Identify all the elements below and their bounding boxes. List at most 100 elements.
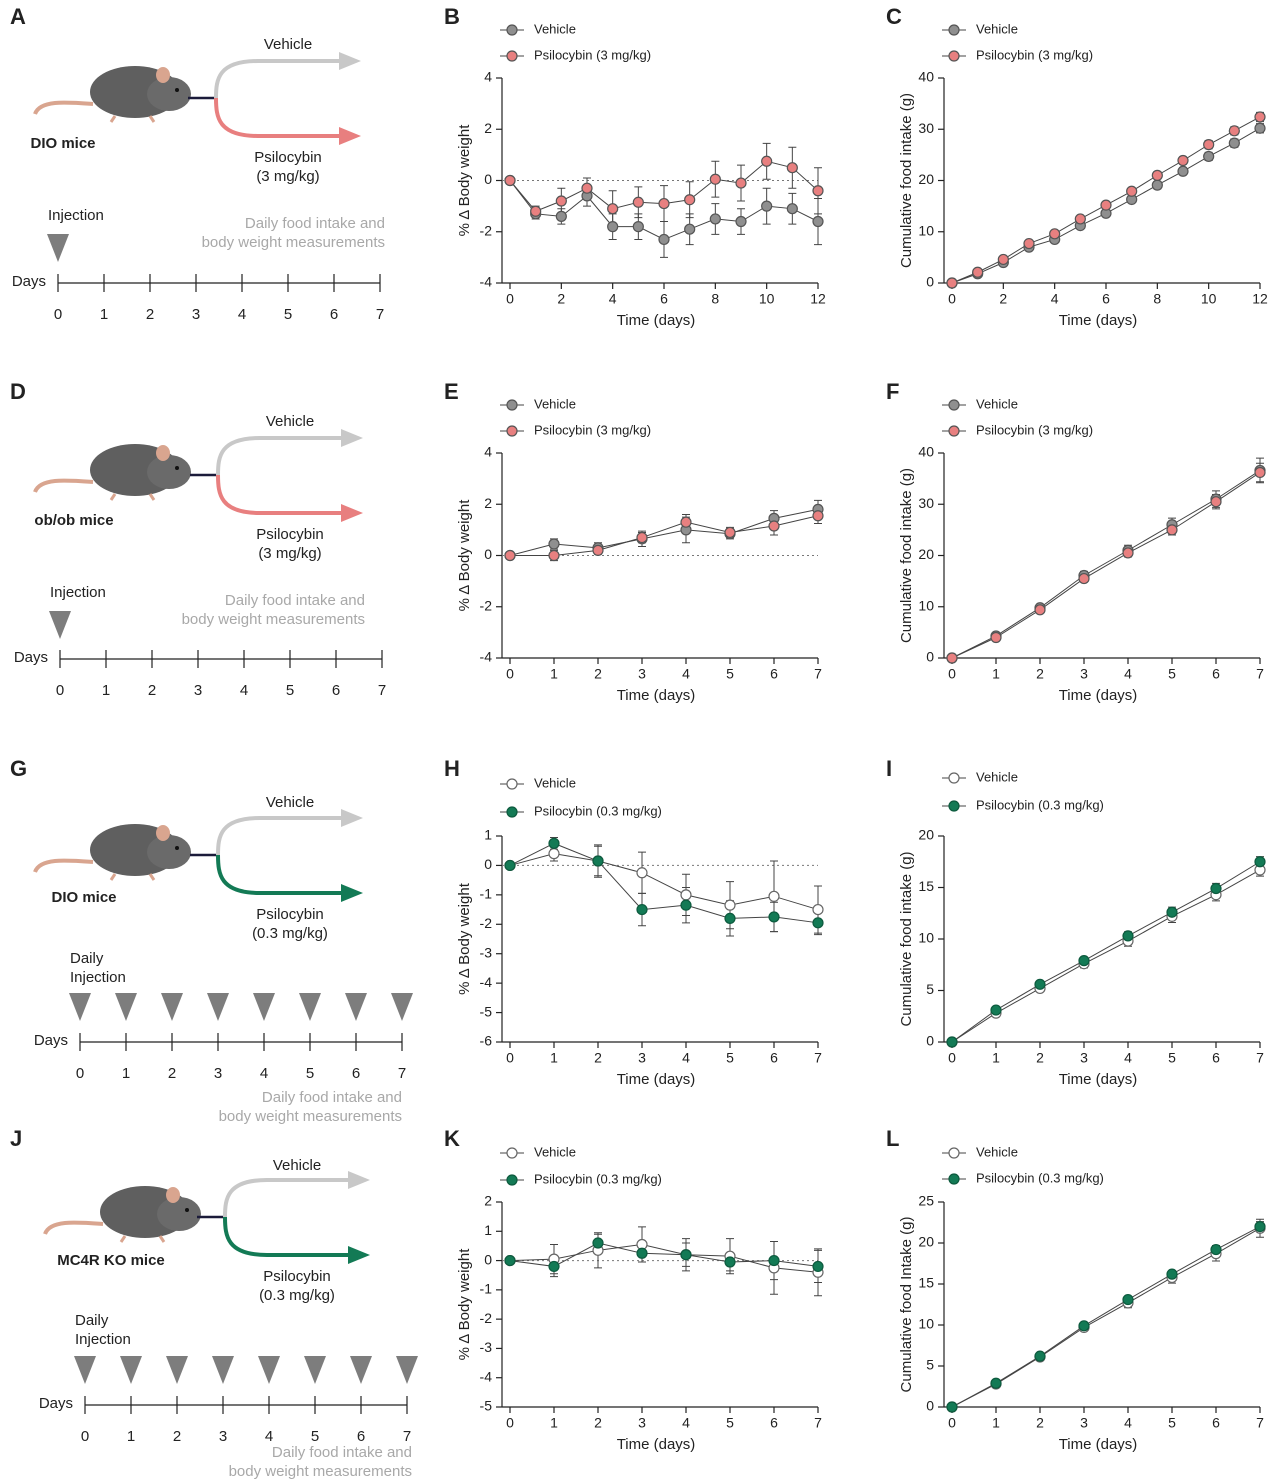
series-line	[509, 853, 819, 911]
arrow-head	[339, 127, 361, 145]
data-point	[1177, 154, 1189, 167]
data-point	[724, 912, 736, 925]
arrow-head	[339, 52, 361, 70]
day-label: 0	[76, 1065, 84, 1082]
day-label: 5	[311, 1428, 319, 1445]
data-point	[812, 903, 824, 916]
legend-label: Psilocybin (3 mg/kg)	[534, 422, 651, 437]
y-axis-label: % Δ Body weight	[456, 882, 473, 995]
y-tick-label: -2	[480, 222, 493, 238]
y-tick-label: 20	[918, 171, 934, 187]
data-point	[680, 899, 692, 911]
legend-label: Vehicle	[534, 396, 576, 411]
x-axis-label: Time (days)	[1059, 687, 1138, 704]
arrow-head	[341, 504, 363, 522]
data-point	[504, 1254, 516, 1267]
series-line	[951, 470, 1261, 659]
data-point	[812, 215, 824, 228]
data-point	[548, 837, 560, 849]
data-point	[1078, 572, 1090, 585]
panel-letter: I	[886, 756, 892, 781]
x-tick-label: 0	[948, 291, 956, 307]
data-point	[768, 911, 780, 923]
x-tick-label: 7	[814, 666, 822, 682]
x-tick-label: 6	[1212, 1415, 1220, 1431]
data-point	[946, 652, 958, 664]
day-label: 6	[357, 1428, 365, 1445]
x-tick-label: 0	[506, 666, 514, 682]
data-point	[1254, 856, 1266, 868]
data-point	[761, 155, 773, 167]
legend-label: Psilocybin (0.3 mg/kg)	[534, 1171, 662, 1186]
y-tick-label: -2	[480, 597, 493, 613]
y-tick-label: 0	[484, 1251, 492, 1267]
x-tick-label: 3	[1080, 666, 1088, 682]
day-label: 4	[240, 682, 248, 699]
treatment-label: Psilocybin	[263, 1268, 331, 1285]
data-point	[768, 1254, 780, 1267]
arrow-arm	[216, 474, 345, 515]
panel-letter: B	[444, 4, 460, 29]
day-label: 0	[81, 1428, 89, 1445]
y-tick-label: 0	[484, 546, 492, 562]
x-tick-label: 1	[550, 1415, 558, 1431]
x-axis-label: Time (days)	[617, 312, 696, 329]
y-tick-label: -5	[480, 1003, 493, 1019]
mouse-feet	[109, 493, 156, 501]
arrow-head	[341, 809, 363, 827]
y-tick-label: -4	[480, 1368, 493, 1384]
legend-marker	[506, 50, 518, 62]
x-axis-label: Time (days)	[1059, 1071, 1138, 1088]
y-tick-label: 10	[918, 930, 934, 946]
measurement-note: body weight measurements	[202, 234, 385, 251]
day-label: 4	[260, 1065, 268, 1082]
injection-marker	[350, 1356, 372, 1384]
x-tick-label: 2	[999, 291, 1007, 307]
day-label: 2	[148, 682, 156, 699]
injection-label: Injection	[75, 1331, 131, 1348]
data-point	[1210, 1243, 1222, 1256]
x-tick-label: 4	[1124, 1415, 1132, 1431]
series-line	[951, 861, 1261, 1043]
y-tick-label: 40	[918, 444, 934, 460]
series-line	[951, 472, 1261, 659]
measurement-note: Daily food intake and	[225, 592, 365, 609]
y-tick-label: -4	[480, 974, 493, 990]
y-tick-label: 10	[918, 222, 934, 238]
injection-marker	[253, 993, 275, 1021]
x-tick-label: 0	[948, 1415, 956, 1431]
day-label: 1	[102, 682, 110, 699]
injection-marker	[49, 611, 71, 639]
treatment-label: Psilocybin	[256, 526, 324, 543]
data-point	[1034, 978, 1046, 990]
legend-label: Psilocybin (3 mg/kg)	[534, 47, 651, 62]
data-point	[786, 203, 798, 215]
timeline-label: Days	[14, 649, 48, 666]
data-point	[504, 174, 516, 187]
x-tick-label: 4	[1124, 666, 1132, 682]
x-tick-label: 1	[550, 666, 558, 682]
x-tick-label: 2	[594, 1050, 602, 1066]
legend-marker	[948, 800, 960, 812]
data-point	[636, 903, 648, 916]
x-tick-label: 2	[594, 666, 602, 682]
panel-letter: G	[10, 756, 27, 781]
data-point	[592, 855, 604, 867]
data-point	[581, 182, 593, 194]
data-point	[548, 538, 560, 550]
mouse-head	[147, 835, 191, 869]
injection-marker	[345, 993, 367, 1021]
x-tick-label: 4	[682, 666, 690, 682]
series-line	[951, 869, 1261, 1043]
y-tick-label: 0	[484, 856, 492, 872]
day-label: 4	[238, 306, 246, 323]
mouse-eye	[175, 466, 179, 470]
vehicle-label: Vehicle	[266, 794, 314, 811]
data-point	[504, 859, 516, 872]
series-line	[509, 508, 819, 556]
day-label: 2	[146, 306, 154, 323]
x-tick-label: 4	[609, 291, 617, 307]
y-tick-label: -1	[480, 1281, 493, 1297]
injection-label: Injection	[48, 207, 104, 224]
data-point	[990, 1004, 1002, 1016]
